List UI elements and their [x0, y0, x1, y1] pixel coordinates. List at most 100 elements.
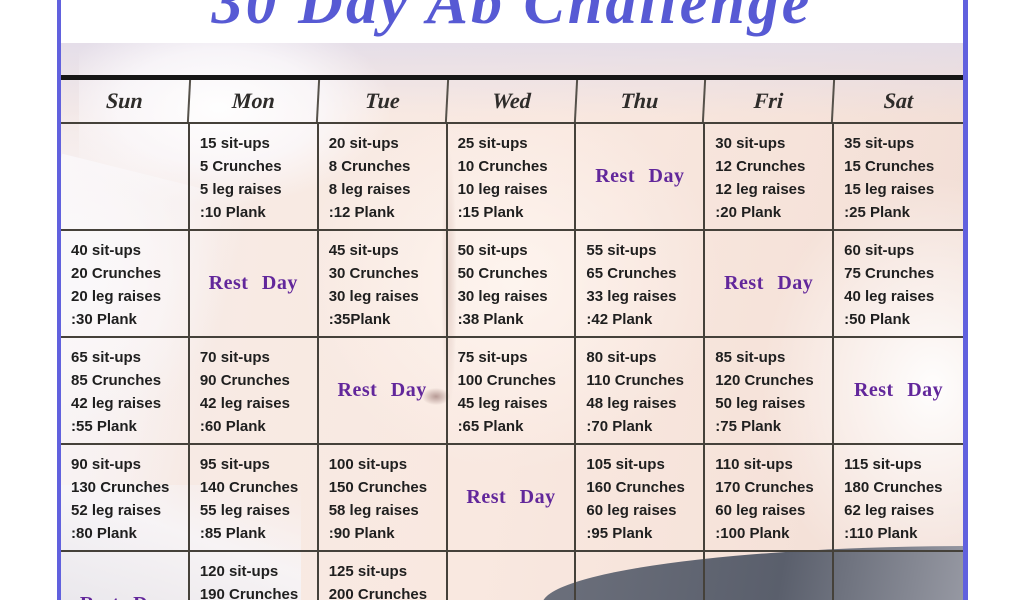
- calendar-cell-r3-c5: 80 sit-ups 110 Crunches 48 leg raises:70 P…: [576, 338, 706, 445]
- workout-line: 40 leg raises: [844, 288, 935, 305]
- workout-line: 55 leg raises: [199, 502, 290, 519]
- calendar-cell-r2-c1: 40 sit-ups 20 Crunches 20 leg raises:30 Pl…: [61, 231, 190, 338]
- workout-line: 15 sit-ups: [199, 135, 270, 152]
- photo-navel-shadow: [421, 388, 450, 405]
- calendar-cell-r4-c1: 90 sit-ups 130 Crunches 52 leg raises:80 P…: [61, 445, 190, 552]
- workout-line: 75 sit-ups: [457, 349, 528, 366]
- workout-line: 58 leg raises: [328, 502, 419, 519]
- workout-line: 60 leg raises: [586, 502, 677, 519]
- calendar-cell-r1-c3: 20 sit-ups 8 Crunches 8 leg raises:12 Plan…: [318, 124, 448, 231]
- rest-day-label: Rest Day: [853, 379, 944, 401]
- workout-line: :65 Plank: [457, 418, 524, 435]
- photo-right-highlight: [759, 173, 963, 600]
- calendar-cell-r2-c3: 45 sit-ups 30 Crunches 30 leg raises:35Pla…: [318, 231, 448, 338]
- calendar-cell-r5-c4: [448, 552, 577, 600]
- workout-line: 70 sit-ups: [199, 349, 270, 366]
- calendar-cell-r5-c2: 120 sit-ups 190 Crunches: [190, 552, 319, 600]
- workout-line: 62 leg raises: [844, 502, 935, 519]
- workout-line: 130 Crunches: [71, 479, 170, 496]
- calendar-cell-r3-c4: 75 sit-ups 100 Crunches 45 leg raises:65 P…: [447, 338, 577, 445]
- day-header-sun: Sun: [61, 80, 191, 122]
- workout-line: 180 Crunches: [844, 479, 943, 496]
- calendar-cell-r5-c5: [576, 552, 706, 600]
- day-header-mon: Mon: [188, 80, 320, 122]
- workout-line: :60 Plank: [199, 418, 266, 435]
- rest-day-label: Rest Day: [80, 593, 169, 600]
- workout-line: 40 sit-ups: [71, 242, 142, 259]
- workout-line: :42 Plank: [586, 311, 653, 328]
- calendar-cell-r5-c3: 125 sit-ups 200 Crunches: [319, 552, 448, 600]
- calendar-cell-r1-c5: Rest Day: [576, 124, 706, 231]
- workout-line: 30 Crunches: [328, 265, 419, 282]
- day-header-wed: Wed: [446, 80, 578, 122]
- calendar-cell-r3-c3: Rest Day: [318, 338, 448, 445]
- workout-line: 65 sit-ups: [71, 349, 142, 366]
- workout-line: :25 Plank: [844, 204, 911, 221]
- calendar-cell-r4-c7: 115 sit-ups 180 Crunches 62 leg raises:110…: [834, 445, 963, 552]
- calendar-cell-r1-c1: [61, 124, 190, 231]
- torso-photo-background: [61, 43, 963, 600]
- workout-line: 100 Crunches: [457, 372, 556, 389]
- rest-day-label: Rest Day: [337, 379, 427, 401]
- workout-line: :90 Plank: [328, 525, 395, 542]
- page-title: 30 Day Ab Challenge: [211, 0, 813, 37]
- workout-line: 95 sit-ups: [199, 456, 270, 473]
- workout-line: :38 Plank: [457, 311, 524, 328]
- rest-day-label: Rest Day: [208, 272, 298, 294]
- workout-line: 8 leg raises: [328, 181, 411, 198]
- calendar-cell-r3-c2: 70 sit-ups 90 Crunches 42 leg raises:60 Pl…: [189, 338, 319, 445]
- day-header-row: Sun Mon Tue Wed Thu Fri Sat: [61, 80, 963, 122]
- workout-line: 85 Crunches: [71, 372, 162, 389]
- workout-line: :12 Plank: [328, 204, 395, 221]
- workout-line: 20 Crunches: [71, 265, 162, 282]
- workout-line: 50 sit-ups: [457, 242, 528, 259]
- workout-line: 48 leg raises: [586, 395, 677, 412]
- header-divider-rule: [61, 75, 963, 80]
- workout-line: :55 Plank: [71, 418, 137, 435]
- workout-line: 30 leg raises: [328, 288, 419, 305]
- day-header-sat: Sat: [883, 88, 914, 113]
- workout-line: 45 sit-ups: [328, 242, 399, 259]
- workout-line: 50 leg raises: [715, 395, 806, 412]
- workout-line: 52 leg raises: [71, 502, 162, 519]
- workout-line: 50 Crunches: [457, 265, 548, 282]
- calendar-cell-r5-c6: [705, 552, 835, 600]
- workout-line: 35 sit-ups: [844, 135, 915, 152]
- workout-line: 12 leg raises: [715, 181, 806, 198]
- day-header-thu: Thu: [575, 80, 707, 122]
- workout-line: :80 Plank: [71, 525, 137, 542]
- workout-line: 200 Crunches: [328, 586, 428, 600]
- workout-line: 5 leg raises: [199, 181, 282, 198]
- workout-line: 150 Crunches: [328, 479, 428, 496]
- workout-line: 170 Crunches: [715, 479, 814, 496]
- workout-line: 25 sit-ups: [457, 135, 528, 152]
- calendar-cell-r2-c5: 55 sit-ups 65 Crunches 33 leg raises:42 Pl…: [576, 231, 706, 338]
- workout-line: 75 Crunches: [844, 265, 935, 282]
- workout-line: :50 Plank: [844, 311, 911, 328]
- workout-line: 30 leg raises: [457, 288, 548, 305]
- workout-line: 10 Crunches: [457, 158, 548, 175]
- workout-line: 42 leg raises: [71, 395, 162, 412]
- calendar-cell-r4-c4: Rest Day: [447, 445, 577, 552]
- photo-ab-midline-shadow: [440, 148, 457, 413]
- workout-line: :10 Plank: [199, 204, 266, 221]
- workout-line: :85 Plank: [199, 525, 266, 542]
- workout-line: :75 Plank: [715, 418, 782, 435]
- workout-line: :110 Plank: [844, 525, 918, 542]
- title-band: 30 Day Ab Challenge: [61, 0, 963, 43]
- workout-line: 140 Crunches: [199, 479, 299, 496]
- workout-line: :70 Plank: [586, 418, 653, 435]
- calendar-cell-r3-c1: 65 sit-ups 85 Crunches 42 leg raises :55 Pl…: [61, 338, 190, 445]
- workout-line: 125 sit-ups: [328, 563, 408, 580]
- workout-line: 120 sit-ups: [199, 563, 279, 580]
- workout-line: 80 sit-ups: [586, 349, 657, 366]
- day-header-fri: Fri: [704, 80, 836, 122]
- workout-line: :100 Plank: [715, 525, 790, 542]
- workout-line: 42 leg raises: [199, 395, 290, 412]
- calendar-cell-r2-c7: 60 sit-ups 75 Crunches 40 leg raises:50 Pl…: [834, 231, 963, 338]
- workout-line: 60 leg raises: [715, 502, 806, 519]
- workout-line: 55 sit-ups: [586, 242, 657, 259]
- rest-day-label: Rest Day: [724, 272, 814, 294]
- photo-torso-highlight: [304, 128, 720, 468]
